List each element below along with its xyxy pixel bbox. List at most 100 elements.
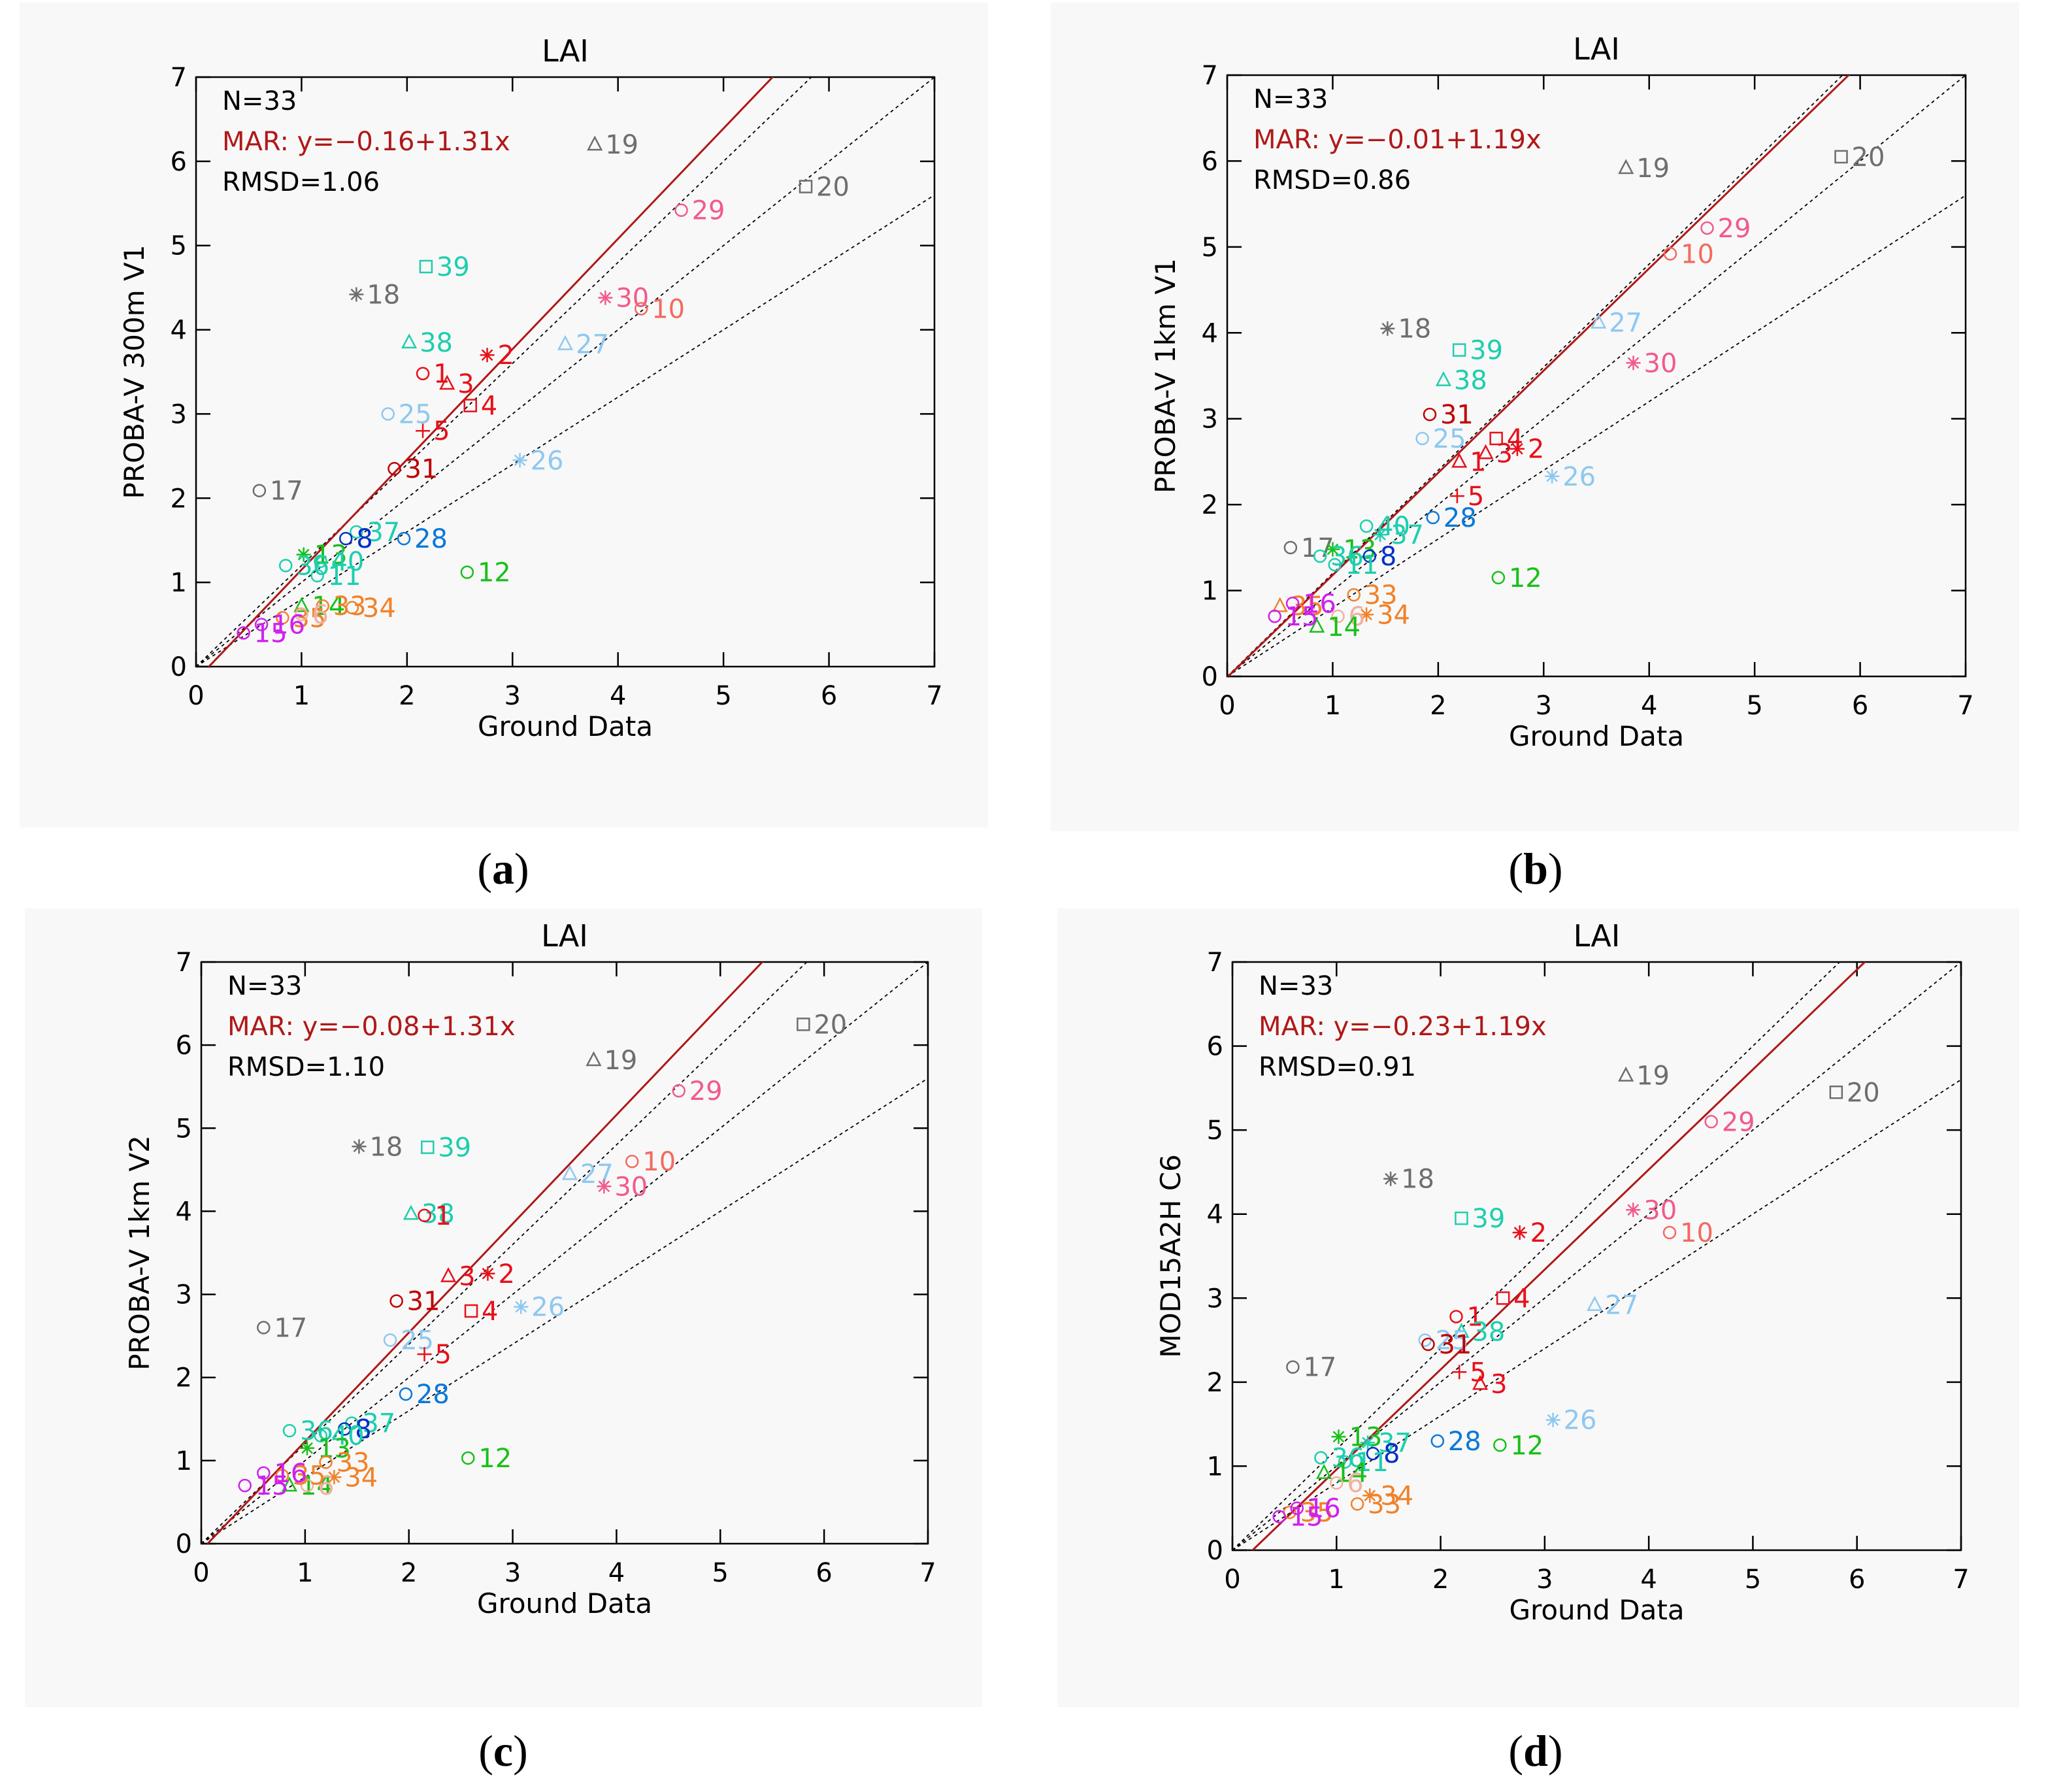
reference-line (1232, 962, 1961, 1550)
data-point: 3 (439, 369, 474, 399)
point-marker (416, 423, 431, 439)
regression-line (1251, 962, 1866, 1550)
data-point: 40 (314, 1421, 365, 1452)
point-label: 20 (814, 1010, 847, 1040)
reference-lines (196, 77, 934, 667)
x-tick-label: 6 (821, 681, 837, 711)
data-point: 37 (350, 518, 400, 548)
y-tick-label: 3 (1207, 1284, 1223, 1314)
point-marker (349, 287, 364, 302)
point-marker (278, 559, 293, 572)
point-label: 5 (433, 416, 450, 446)
reference-line (196, 77, 934, 667)
point-label: 39 (438, 1133, 471, 1163)
data-point: 33 (316, 591, 367, 622)
data-point: 35 (276, 603, 326, 633)
point-marker (300, 1440, 315, 1455)
chart-title: LAI (1574, 918, 1621, 954)
point-label: 34 (1377, 600, 1410, 630)
point-label: 6 (1349, 602, 1365, 632)
point-marker (1350, 1497, 1364, 1511)
point-label: 6 (312, 600, 328, 630)
point-marker (1455, 1211, 1468, 1225)
point-label: 15 (1285, 602, 1319, 632)
point-label: 3 (459, 1262, 475, 1292)
data-point: 28 (397, 524, 448, 554)
reference-line (196, 77, 812, 667)
point-label: 20 (1852, 142, 1885, 173)
point-label: 1 (1470, 447, 1486, 477)
panel-label-d: (d) (1508, 1726, 1563, 1776)
point-label: 28 (416, 1380, 450, 1410)
x-tick-label: 5 (712, 1558, 729, 1588)
point-marker (1700, 221, 1714, 235)
y-tick-label: 7 (176, 948, 192, 978)
x-tick-label: 2 (1432, 1565, 1449, 1595)
data-point: 11 (1338, 1448, 1389, 1478)
data-point: 34 (1362, 1481, 1413, 1511)
point-label: 1 (433, 359, 450, 390)
point-label: 36 (1330, 542, 1364, 572)
data-point: 20 (1829, 1078, 1880, 1108)
data-point: 13 (1331, 1422, 1382, 1452)
point-marker (1383, 1171, 1398, 1186)
x-tick-label: 6 (1849, 1565, 1865, 1595)
point-label: 38 (420, 328, 453, 358)
x-tick-label: 2 (401, 1558, 417, 1588)
data-point: 35 (1283, 1498, 1334, 1528)
point-label: 25 (401, 1326, 434, 1356)
point-marker (421, 1140, 435, 1154)
point-label: 25 (1433, 424, 1466, 454)
point-marker (1290, 1501, 1304, 1515)
data-point: 10 (1663, 239, 1714, 269)
stat-rmsd: RMSD=0.86 (1253, 165, 1411, 195)
data-point: 34 (327, 1463, 378, 1493)
data-point: 4 (464, 1297, 498, 1327)
y-tick-label: 4 (1207, 1200, 1223, 1230)
y-tick-label: 2 (1202, 490, 1218, 520)
y-axis-label: MOD15A2H C6 (1155, 1154, 1187, 1358)
point-label: 30 (1643, 1195, 1677, 1225)
stat-mar: MAR: y=−0.16+1.31x (222, 127, 510, 157)
point-marker (296, 547, 311, 562)
data-point: 36 (1313, 542, 1364, 572)
point-marker (345, 601, 359, 615)
point-label: 16 (274, 1459, 307, 1489)
point-label: 25 (399, 399, 432, 429)
data-point: 8 (1366, 1439, 1400, 1469)
point-marker (1834, 150, 1848, 164)
point-marker (338, 531, 353, 546)
point-marker (1313, 549, 1327, 563)
point-label: 2 (1528, 435, 1544, 465)
regression-line (206, 962, 764, 1544)
panel-d (1057, 908, 2019, 1707)
point-label: 17 (274, 1313, 307, 1343)
point-marker (1314, 1451, 1328, 1465)
data-point: 18 (1380, 314, 1431, 344)
point-marker (1361, 1435, 1376, 1450)
point-marker (672, 1084, 685, 1098)
data-point: 39 (1452, 336, 1503, 366)
point-marker (257, 1466, 271, 1480)
point-label: 31 (1440, 400, 1474, 430)
x-tick-label: 0 (193, 1558, 209, 1588)
point-marker (1545, 1412, 1560, 1427)
point-marker (1362, 1488, 1378, 1503)
x-tick-label: 4 (1641, 691, 1657, 721)
point-label: 37 (362, 1409, 395, 1439)
y-tick-label: 1 (176, 1446, 192, 1476)
y-tick-label: 6 (1207, 1032, 1223, 1062)
point-label: 33 (337, 1448, 370, 1478)
point-label: 12 (1509, 563, 1542, 593)
x-tick-label: 3 (504, 681, 521, 711)
point-label: 29 (692, 196, 725, 226)
y-axis-label: PROBA-V 300m V1 (118, 245, 150, 499)
point-marker (403, 1204, 419, 1220)
data-point: 36 (1314, 1444, 1364, 1474)
x-tick-label: 2 (1430, 691, 1446, 721)
y-tick-label: 4 (176, 1197, 192, 1227)
point-marker (1510, 441, 1525, 456)
point-marker (1452, 343, 1466, 357)
point-label: 34 (1380, 1481, 1413, 1511)
